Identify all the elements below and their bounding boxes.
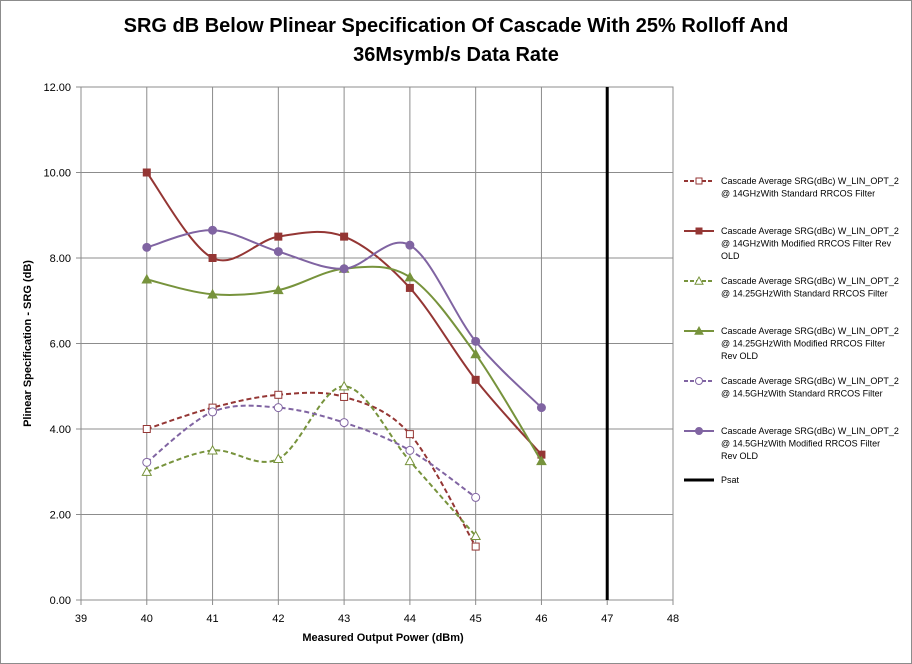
legend-label: @ 14GHzWith Standard RRCOS Filter	[721, 189, 875, 199]
legend-item-3: Cascade Average SRG(dBc) W_LIN_OPT_2 @ 14…	[684, 275, 899, 299]
x-axis-title: Measured Output Power (dBm)	[302, 632, 464, 644]
data-point	[273, 247, 283, 257]
data-point	[536, 455, 547, 466]
chart-title-line-2: 36Msymb/s Data Rate	[353, 44, 559, 66]
data-point	[536, 403, 546, 413]
series-5	[142, 403, 481, 502]
series-3	[141, 380, 482, 540]
legend-label: @ 14.5GHzWith Modified RRCOS Filter	[721, 439, 880, 449]
x-tick-label: 39	[75, 613, 87, 625]
chart-title-line-1: SRG dB Below Plinear Specification Of Ca…	[123, 15, 789, 37]
legend-label: Cascade Average SRG(dBc) W_LIN_OPT_2	[721, 276, 899, 286]
series-6	[142, 225, 546, 413]
legend-label: @ 14.25GHzWith Modified RRCOS Filter	[721, 339, 885, 349]
data-point	[142, 457, 152, 467]
data-point	[405, 445, 415, 455]
data-point	[404, 455, 416, 466]
x-tick-label: 42	[272, 613, 284, 625]
legend-label: Cascade Average SRG(dBc) W_LIN_OPT_2	[721, 226, 899, 236]
legend-label: Cascade Average SRG(dBc) W_LIN_OPT_2	[721, 176, 899, 186]
data-point	[208, 407, 218, 417]
data-point	[339, 418, 349, 428]
data-point	[142, 242, 152, 252]
data-point	[471, 542, 480, 551]
data-point	[340, 232, 349, 241]
data-point	[141, 466, 153, 476]
legend-marker	[695, 177, 703, 185]
data-point	[272, 284, 284, 295]
legend-marker	[694, 325, 704, 335]
data-point	[208, 254, 217, 262]
legend-item-6: Cascade Average SRG(dBc) W_LIN_OPT_2 @ 14…	[684, 426, 899, 461]
x-tick-label: 45	[470, 613, 482, 625]
legend-item-2: Cascade Average SRG(dBc) W_LIN_OPT_2 @ 14…	[684, 226, 899, 261]
data-point	[272, 453, 284, 464]
data-point	[141, 273, 153, 284]
x-tick-label: 40	[141, 613, 153, 625]
y-axis-title: Plinear Specification - SRG (dB)	[22, 260, 34, 427]
legend-label: Cascade Average SRG(dBc) W_LIN_OPT_2	[721, 326, 899, 336]
data-point	[404, 271, 416, 282]
x-tick-label: 44	[404, 613, 416, 625]
x-tick-label: 47	[601, 613, 613, 625]
data-point	[142, 168, 151, 177]
legend-label: @ 14GHzWith Modified RRCOS Filter Rev	[721, 239, 892, 249]
data-point	[470, 530, 482, 540]
data-point	[142, 425, 151, 433]
data-point	[340, 392, 349, 401]
y-tick-label: 4.00	[50, 424, 71, 436]
data-point	[470, 348, 482, 359]
legend-marker	[695, 427, 703, 435]
data-point	[471, 375, 480, 384]
y-tick-label: 8.00	[50, 253, 71, 265]
legend: Cascade Average SRG(dBc) W_LIN_OPT_2 @ 14…	[684, 176, 899, 485]
data-point	[338, 380, 350, 391]
y-tick-label: 2.00	[50, 510, 71, 522]
data-point	[207, 288, 218, 299]
x-tick-label: 43	[338, 613, 350, 625]
data-point	[405, 283, 414, 292]
data-point	[471, 336, 481, 346]
legend-marker	[695, 377, 703, 385]
legend-label: Psat	[721, 475, 740, 485]
data-point	[274, 232, 283, 241]
legend-item-4: Cascade Average SRG(dBc) W_LIN_OPT_2 @ 14…	[684, 325, 899, 361]
legend-label: Cascade Average SRG(dBc) W_LIN_OPT_2	[721, 426, 899, 436]
legend-label: @ 14.5GHzWith Standard RRCOS Filter	[721, 389, 883, 399]
legend-label: @ 14.25GHzWith Standard RRCOS Filter	[721, 289, 888, 299]
data-point	[339, 264, 349, 274]
legend-label: Rev OLD	[721, 351, 759, 361]
y-tick-label: 10.00	[43, 168, 71, 180]
legend-label: Cascade Average SRG(dBc) W_LIN_OPT_2	[721, 376, 899, 386]
data-point	[207, 444, 218, 455]
data-point	[208, 225, 218, 235]
x-tick-label: 48	[667, 613, 679, 625]
series-2	[142, 168, 546, 459]
chart-title: SRG dB Below Plinear Specification Of Ca…	[0, 12, 912, 70]
y-tick-label: 0.00	[50, 595, 71, 607]
legend-marker	[695, 227, 703, 235]
data-point	[471, 492, 481, 502]
y-tick-label: 12.00	[43, 82, 71, 94]
x-tick-label: 41	[206, 613, 218, 625]
legend-marker	[694, 275, 704, 285]
y-tick-label: 6.00	[50, 339, 71, 351]
data-point	[405, 430, 414, 439]
data-point	[274, 390, 283, 399]
legend-item-1: Cascade Average SRG(dBc) W_LIN_OPT_2 @ 14…	[684, 176, 899, 199]
data-point	[273, 403, 283, 413]
x-tick-label: 46	[535, 613, 547, 625]
legend-item-5: Cascade Average SRG(dBc) W_LIN_OPT_2 @ 14…	[684, 376, 899, 399]
data-point	[405, 240, 415, 250]
legend-label: OLD	[721, 251, 740, 261]
legend-label: Rev OLD	[721, 451, 759, 461]
legend-item-psat: Psat	[684, 475, 740, 485]
